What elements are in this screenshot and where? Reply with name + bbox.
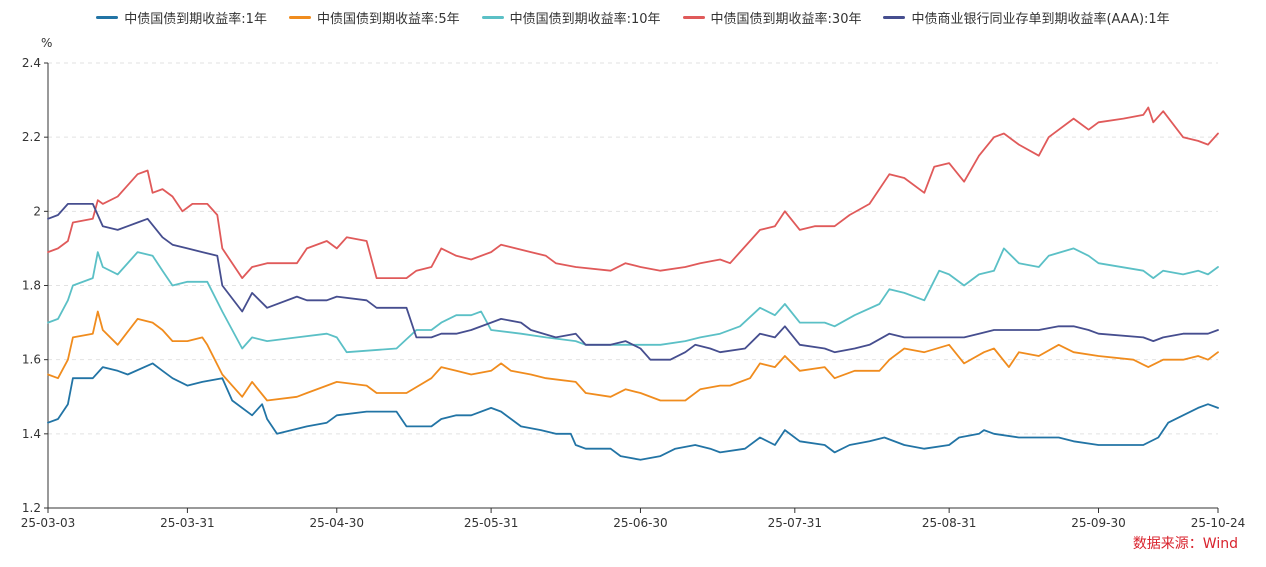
y-tick-label: 1.2 bbox=[22, 501, 41, 515]
series-line-2[interactable] bbox=[47, 310, 1219, 402]
y-tick-label: 2.4 bbox=[22, 56, 41, 70]
legend-item[interactable]: 中债国债到期收益率:10年 bbox=[481, 8, 661, 27]
y-tick-label: 2 bbox=[33, 204, 41, 218]
legend-swatch bbox=[288, 16, 311, 19]
legend-swatch bbox=[96, 16, 119, 19]
legend: 中债国债到期收益率:1年 中债国债到期收益率:5年 中债国债到期收益率:10年 中债国… bbox=[0, 8, 1266, 27]
legend-label: 中债国债到期收益率:10年 bbox=[509, 12, 661, 27]
x-tick-label: 25-10-24 bbox=[1191, 516, 1245, 530]
x-tick-label: 25-08-31 bbox=[922, 516, 976, 530]
legend-item[interactable]: 中债国债到期收益率:5年 bbox=[288, 8, 460, 27]
x-tick-label: 25-04-30 bbox=[310, 516, 364, 530]
x-tick-label: 25-09-30 bbox=[1071, 516, 1125, 530]
legend-swatch bbox=[682, 16, 705, 19]
x-tick-label: 25-07-31 bbox=[768, 516, 822, 530]
y-gridlines bbox=[48, 62, 1218, 435]
x-tick-label: 25-03-31 bbox=[160, 516, 214, 530]
y-tick-label: 1.4 bbox=[22, 427, 41, 441]
legend-swatch bbox=[481, 16, 504, 19]
legend-item[interactable]: 中债商业银行同业存单到期收益率(AAA):1年 bbox=[883, 8, 1170, 27]
x-tick-label: 25-05-31 bbox=[464, 516, 518, 530]
legend-item[interactable]: 中债国债到期收益率:30年 bbox=[682, 8, 862, 27]
legend-label: 中债国债到期收益率:30年 bbox=[710, 12, 862, 27]
legend-item[interactable]: 中债国债到期收益率:1年 bbox=[96, 8, 267, 27]
y-axis-unit: % bbox=[41, 36, 53, 50]
y-tick-label: 1.8 bbox=[22, 279, 41, 293]
legend-label: 中债商业银行同业存单到期收益率(AAA):1年 bbox=[911, 12, 1170, 27]
x-tick-label: 25-03-03 bbox=[21, 516, 75, 530]
series-line-4[interactable] bbox=[47, 106, 1219, 279]
legend-swatch bbox=[883, 16, 906, 19]
series-line-1[interactable] bbox=[47, 362, 1219, 461]
series-line-3[interactable] bbox=[47, 247, 1219, 354]
legend-label: 中债国债到期收益率:1年 bbox=[124, 12, 267, 27]
data-source-note: 数据来源：Wind bbox=[1132, 536, 1238, 552]
legend-label: 中债国债到期收益率:5年 bbox=[316, 12, 460, 27]
x-tick-label: 25-06-30 bbox=[613, 516, 667, 530]
series-line-5[interactable] bbox=[47, 203, 1219, 361]
y-tick-label: 2.2 bbox=[22, 130, 41, 144]
y-tick-label: 1.6 bbox=[22, 353, 41, 367]
